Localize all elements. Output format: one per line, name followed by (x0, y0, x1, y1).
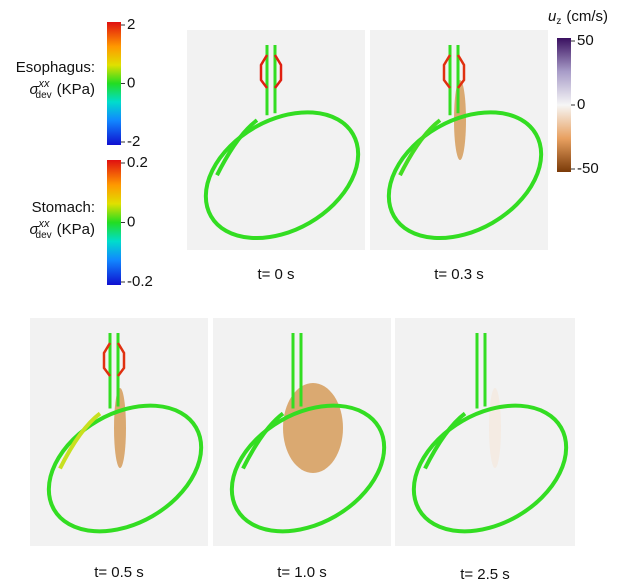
panel (30, 318, 208, 546)
flow-plume (489, 388, 501, 468)
panel (395, 318, 575, 546)
symbol: σ (29, 221, 39, 238)
subscript: z (556, 16, 561, 27)
symbol: σ (29, 81, 39, 98)
colorbar-tick-label: -2 (127, 133, 140, 150)
subscript: dev (36, 230, 52, 241)
wall-stress-accent (58, 411, 102, 470)
superscript: xx (38, 78, 51, 90)
colorbar-tick-label: 0 (577, 96, 585, 113)
colorbar-tick-label: 50 (577, 32, 594, 49)
unit: (cm/s) (566, 8, 608, 25)
panel-label: t= 2.5 s (460, 566, 510, 583)
colorbar-name: Stomach: (32, 199, 95, 216)
unit: (KPa) (57, 221, 95, 238)
colorbar-label: uz (cm/s) (548, 8, 608, 27)
colorbar-tick-label: 0.2 (127, 154, 148, 171)
colorbar-label: σxx dev (KPa) (29, 78, 95, 101)
panel-label: t= 1.0 s (277, 564, 327, 581)
stomach-wall (229, 403, 387, 534)
panel (187, 30, 365, 250)
stomach-wall (46, 403, 204, 534)
colorbar (557, 38, 571, 172)
colorbar-label: σxx dev (KPa) (29, 218, 95, 241)
panel-label: t= 0.5 s (94, 564, 144, 581)
stomach-wall (386, 110, 544, 241)
panel-label: t= 0.3 s (434, 266, 484, 283)
unit: (KPa) (57, 81, 95, 98)
colorbar-tick-label: -0.2 (127, 273, 153, 290)
superscript: xx (38, 218, 51, 230)
wall-stress-accent (215, 118, 259, 177)
panel (213, 318, 391, 546)
wall-stress-accent (423, 411, 467, 470)
wall-stress-accent (398, 118, 442, 177)
sphincter (442, 54, 466, 89)
colorbar-name: Esophagus: (16, 59, 95, 76)
flow-plume (114, 388, 126, 468)
stomach-wall (411, 403, 569, 534)
stomach-wall (203, 110, 361, 241)
wall-stress-accent (241, 411, 285, 470)
colorbar-tick-label: 0 (127, 74, 135, 91)
colorbar-tick-label: -50 (577, 160, 599, 177)
symbol: u (548, 8, 557, 25)
subscript: dev (36, 90, 52, 101)
sphincter (102, 342, 126, 377)
colorbar-tick-label: 0 (127, 213, 135, 230)
colorbar (107, 160, 121, 285)
colorbar-tick-label: 2 (127, 16, 135, 33)
panel-label: t= 0 s (257, 266, 294, 283)
panel (370, 30, 548, 250)
sphincter (259, 54, 283, 89)
colorbar (107, 22, 121, 145)
